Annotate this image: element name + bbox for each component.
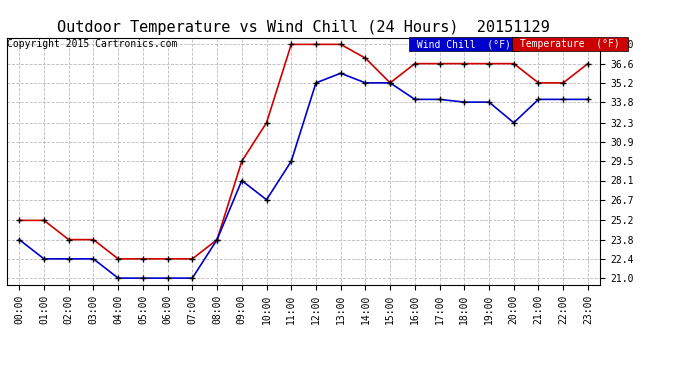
Text: Wind Chill  (°F): Wind Chill (°F)	[411, 39, 516, 50]
Text: Temperature  (°F): Temperature (°F)	[514, 39, 626, 50]
Text: Copyright 2015 Cartronics.com: Copyright 2015 Cartronics.com	[7, 39, 177, 50]
Title: Outdoor Temperature vs Wind Chill (24 Hours)  20151129: Outdoor Temperature vs Wind Chill (24 Ho…	[57, 20, 550, 35]
